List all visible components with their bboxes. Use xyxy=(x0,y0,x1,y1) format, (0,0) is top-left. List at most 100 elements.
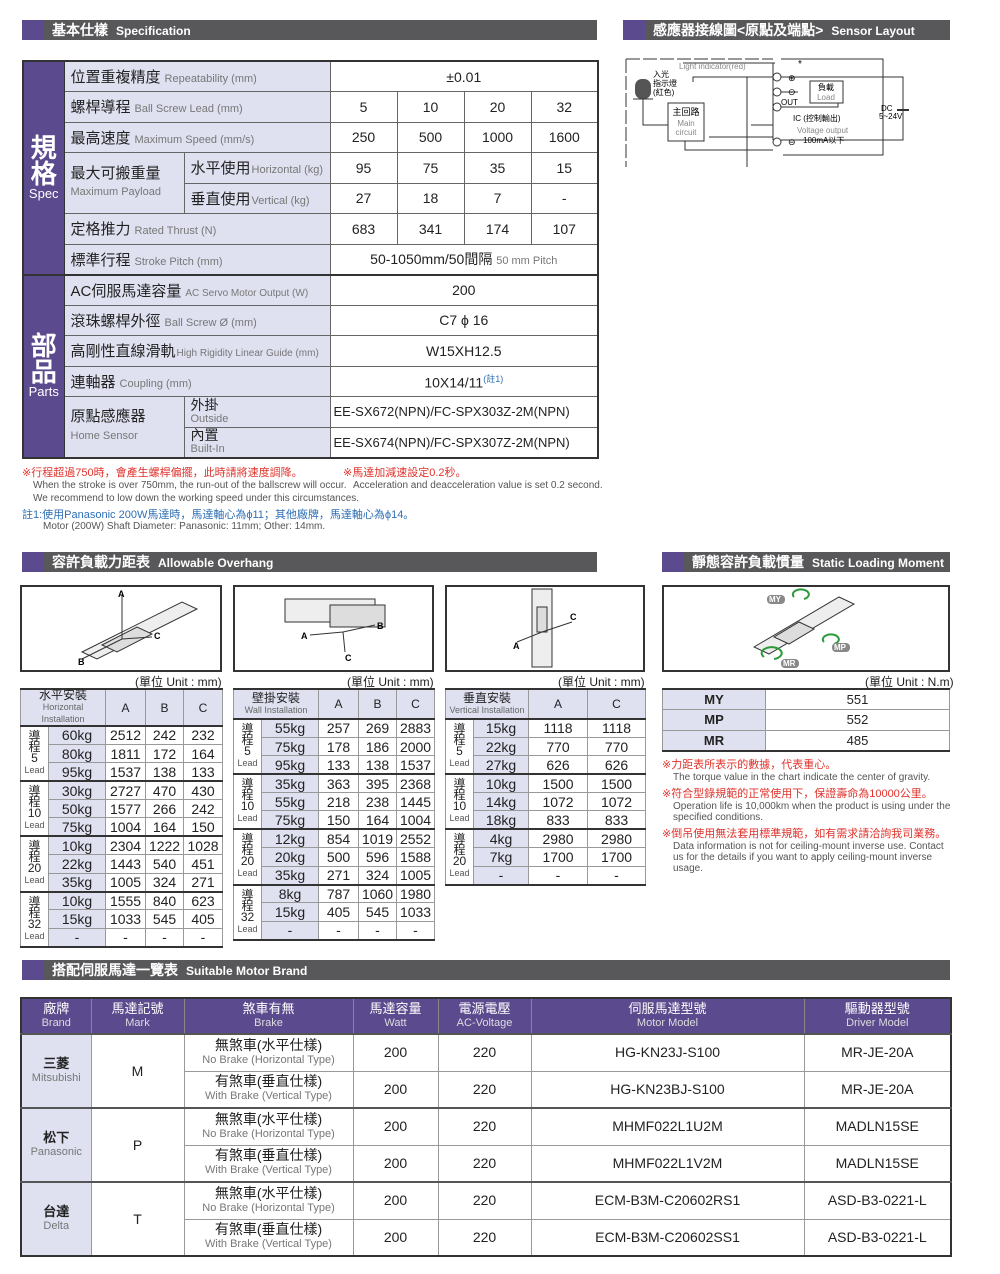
note-accel-en: Acceleration and deacceleration value is… xyxy=(353,480,603,491)
note-shaft-en: Motor (200W) Shaft Diameter: Panasonic: … xyxy=(43,521,326,532)
lead-group-label: 導程 32 Lead xyxy=(233,884,262,941)
column-header: 馬達記號 Mark xyxy=(90,997,185,1035)
value-cell: 1033 xyxy=(105,909,147,929)
table-header-row: 廠牌 Brand 馬達記號 Mark 煞車有無 Brake 馬達容量 Watt 電源電壓 AC-V… xyxy=(20,997,952,1035)
value-cell: - xyxy=(358,920,398,941)
moment-axis: MY xyxy=(662,688,766,710)
value-cell: 1577 xyxy=(105,799,147,819)
load-cell: 35kg xyxy=(260,865,320,886)
note-accel-zh: ※馬達加減速設定0.2秒。 xyxy=(343,467,467,479)
table-row: 有煞車(垂直仕樣) With Brake (Vertical Type) 200 22… xyxy=(21,1144,952,1183)
table-row: 55kg 218 238 1445 xyxy=(234,792,436,812)
svg-text:Load: Load xyxy=(817,93,835,102)
load-cell: 20kg xyxy=(260,847,320,867)
horizontal-unit: (單位 Unit : mm) xyxy=(135,675,222,689)
static-moment-table: MY 551 MP 552 MR 485 xyxy=(662,688,950,752)
svg-text:C: C xyxy=(570,612,577,622)
wall-installation-diagram: A C B xyxy=(233,585,434,672)
repeatability-value: ±0.01 xyxy=(329,60,599,92)
static-note-en: Operation life is 10,000km when the prod… xyxy=(673,801,951,823)
value-cell: 1445 xyxy=(396,792,436,812)
lead-group-label: 導程 20 Lead xyxy=(20,835,49,893)
value-cell: 150 xyxy=(318,810,360,830)
svg-text:*: * xyxy=(798,59,802,70)
watt-cell: 200 xyxy=(352,1107,439,1146)
spec-row-repeatability: 規格 Spec 位置重複精度 Repeatability (mm) ±0.01 xyxy=(22,60,599,275)
moment-value: 485 xyxy=(765,729,950,751)
static-unit: (單位 Unit : N.m) xyxy=(865,675,954,689)
brake-cell: 無煞車(水平仕樣) No Brake (Horizontal Type) xyxy=(183,1181,354,1220)
load-cell: 18kg xyxy=(472,810,530,830)
volt-cell: 220 xyxy=(437,1033,532,1072)
value-cell: - xyxy=(396,920,436,941)
table-row: MP 552 xyxy=(662,709,950,731)
column-header: 煞車有無 Brake xyxy=(183,997,354,1035)
value-cell: 2552 xyxy=(396,828,436,849)
value-cell: 500 xyxy=(318,847,360,867)
value-cell: 164 xyxy=(358,810,398,830)
value-cell: 1443 xyxy=(105,854,147,874)
static-note-en: The torque value in the chart indicate t… xyxy=(673,772,931,783)
watt-cell: 200 xyxy=(352,1070,439,1109)
svg-text:(紅色): (紅色) xyxy=(653,87,675,97)
value-cell: - xyxy=(587,865,647,886)
column-header: A xyxy=(528,688,589,720)
lead-group-label: 導程 5 Lead xyxy=(233,718,262,775)
value-cell: 1700 xyxy=(528,847,589,867)
table-row: 導程 20 Lead 10kg 2304 1222 1028 xyxy=(20,835,224,893)
table-row: 導程 20 Lead 12kg 854 1019 2552 xyxy=(233,828,436,886)
brake-cell: 有煞車(垂直仕樣) With Brake (Vertical Type) xyxy=(183,1144,354,1183)
watt-cell: 200 xyxy=(352,1144,439,1183)
value-cell: 172 xyxy=(145,743,185,764)
value-cell: 2727 xyxy=(105,780,147,801)
value-cell: 138 xyxy=(145,762,185,782)
driver-cell: MADLN15SE xyxy=(803,1144,952,1183)
value-cell: 770 xyxy=(528,736,589,757)
table-header-row: 垂直安裝 Vertical Installation A C xyxy=(444,688,647,720)
svg-text:A: A xyxy=(118,589,125,599)
coupling-note-ref: (註1) xyxy=(483,373,504,384)
value-cell: 451 xyxy=(183,854,224,874)
lead-group-label: 導程 5 Lead xyxy=(20,725,49,782)
spec-group-label: 規格 Spec xyxy=(22,60,65,275)
value-cell: 238 xyxy=(358,792,398,812)
value-cell: 2980 xyxy=(528,828,589,849)
column-header: 伺服馬達型號 Motor Model xyxy=(530,997,805,1035)
moment-axis: MR xyxy=(662,729,766,751)
svg-text:C: C xyxy=(345,653,352,663)
wall-unit: (單位 Unit : mm) xyxy=(347,675,434,689)
value-cell: 1555 xyxy=(105,891,147,911)
value-cell: 833 xyxy=(587,810,647,830)
value-cell: 324 xyxy=(358,865,398,886)
table-row: 35kg 1005 324 271 xyxy=(21,872,224,893)
value-cell: 1500 xyxy=(528,773,589,794)
value-cell: - xyxy=(145,927,185,948)
motor-cell: MHMF022L1V2M xyxy=(530,1144,805,1183)
spec-row-thrust: 定格推力 Rated Thrust (N) 683 341 174 107 xyxy=(23,213,599,245)
vertical-overhang-table: 垂直安裝 Vertical Installation A C 導程 5 Lead 15kg 11… xyxy=(444,688,647,886)
watt-cell: 200 xyxy=(352,1181,439,1220)
static-header: 靜態容許負載慣量 Static Loading Moment xyxy=(662,552,950,572)
value-cell: 854 xyxy=(318,828,360,849)
column-header: A xyxy=(105,688,147,727)
value-cell: - xyxy=(318,920,360,941)
value-cell: 626 xyxy=(587,755,647,775)
load-cell: - xyxy=(472,865,530,886)
load-cell: 15kg xyxy=(47,909,107,929)
value-cell: 1060 xyxy=(358,884,398,904)
lead-group-label: 導程 10 Lead xyxy=(445,773,474,830)
value-cell: 242 xyxy=(145,725,185,745)
load-cell: 10kg xyxy=(472,773,530,794)
table-row: 導程 5 Lead 15kg 1118 1118 xyxy=(445,718,647,775)
value-cell: 540 xyxy=(145,854,185,874)
table-row: 導程 10 Lead 35kg 363 395 2368 xyxy=(233,773,436,830)
svg-text:Light indicator(red): Light indicator(red) xyxy=(679,62,746,71)
value-cell: 545 xyxy=(145,909,185,929)
load-cell: 75kg xyxy=(260,736,320,757)
motor-cell: ECM-B3M-C20602SS1 xyxy=(530,1218,805,1257)
spec-row-motor: 部品 Parts AC伺服馬達容量 AC Servo Motor Output (W… xyxy=(22,274,599,458)
load-cell: 75kg xyxy=(260,810,320,830)
value-cell: 1811 xyxy=(105,743,147,764)
column-header: B xyxy=(145,688,185,727)
